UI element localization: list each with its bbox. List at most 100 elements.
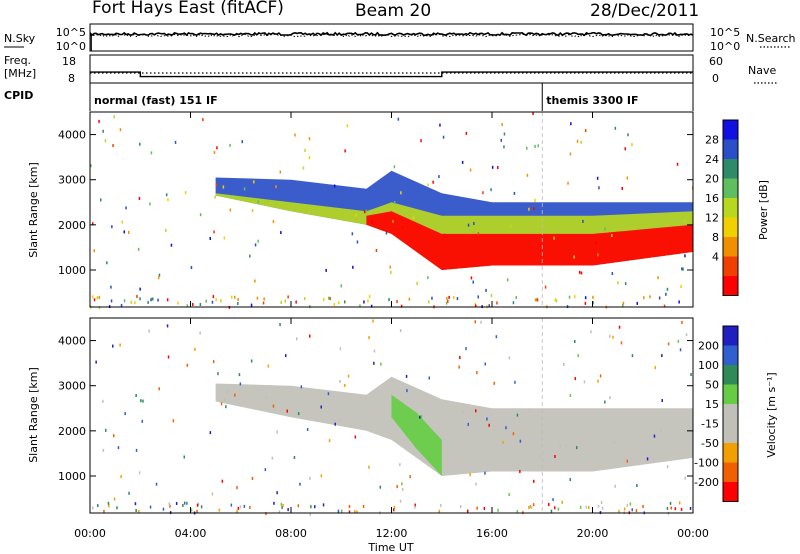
power-speckle (470, 276, 473, 280)
power-speckle (165, 193, 168, 197)
power-speckle (294, 133, 296, 137)
velocity-speckle (529, 505, 532, 509)
velocity-speckle (599, 374, 602, 378)
velocity-speckle (328, 439, 331, 443)
velocity-speckle (271, 456, 274, 460)
power-speckle (626, 176, 629, 180)
power-colorbar-tick: 12 (705, 212, 719, 225)
power-speckle (469, 168, 472, 172)
power-speckle (580, 271, 583, 275)
velocity-ytick-label: 4000 (58, 335, 86, 348)
power-colorbar-swatch (723, 178, 738, 198)
power-speckle (344, 300, 346, 304)
velocity-speckle (140, 399, 142, 403)
velocity-speckle (243, 504, 246, 508)
velocity-speckle (306, 428, 309, 431)
power-speckle (568, 295, 571, 299)
cpid-entry-0: normal (fast) 151 IF (94, 94, 218, 107)
x-tick-label: 20:00 (577, 527, 609, 540)
velocity-speckle (113, 434, 115, 438)
velocity-speckle (135, 394, 137, 397)
velocity-speckle (102, 448, 105, 452)
power-speckle (553, 236, 555, 240)
velocity-speckle (138, 471, 141, 475)
power-speckle (257, 200, 259, 204)
velocity-speckle (168, 502, 170, 506)
velocity-speckle (250, 359, 253, 363)
power-speckle (416, 281, 418, 285)
velocity-speckle (200, 505, 203, 509)
velocity-speckle (265, 396, 268, 399)
power-speckle (500, 138, 502, 142)
power-speckle (213, 151, 216, 154)
power-speckle (598, 186, 600, 190)
velocity-colorbar-tick: 100 (698, 359, 719, 372)
power-colorbar-tick: 20 (705, 173, 719, 186)
power-speckle (177, 301, 179, 305)
velocity-speckle (475, 409, 477, 413)
velocity-speckle (680, 507, 683, 511)
velocity-speckle (334, 422, 336, 426)
power-colorbar-tick: 24 (705, 153, 719, 166)
power-speckle (367, 299, 369, 303)
power-speckle (149, 202, 151, 206)
power-speckle (400, 191, 402, 195)
velocity-speckle (296, 337, 298, 341)
velocity-speckle (97, 504, 99, 508)
velocity-speckle (297, 504, 300, 508)
power-speckle (427, 276, 429, 280)
power-speckle (150, 298, 152, 302)
power-speckle (220, 299, 222, 303)
power-speckle (100, 198, 102, 202)
velocity-speckle (620, 341, 623, 345)
power-speckle (473, 222, 475, 225)
velocity-speckle (612, 335, 614, 339)
power-speckle (254, 279, 256, 283)
velocity-speckle (309, 334, 311, 338)
velocity-speckle (119, 343, 121, 347)
velocity-colorbar-tick: 50 (705, 379, 719, 392)
velocity-colorbar-swatch (723, 384, 738, 404)
power-speckle (92, 222, 94, 226)
velocity-speckle (186, 501, 188, 505)
velocity-speckle (554, 455, 556, 458)
velocity-speckle (462, 410, 465, 414)
velocity-speckle (483, 507, 486, 510)
power-speckle (371, 220, 373, 224)
power-speckle (199, 213, 202, 217)
power-speckle (237, 298, 239, 301)
power-speckle (216, 146, 218, 150)
velocity-speckle (155, 482, 158, 486)
power-speckle (368, 295, 371, 298)
velocity-speckle (148, 329, 150, 333)
power-speckle (643, 296, 645, 300)
velocity-speckle (588, 506, 590, 510)
velocity-speckle (297, 412, 300, 416)
power-speckle (431, 296, 433, 300)
velocity-speckle (217, 372, 219, 376)
x-tick-label: 00:00 (677, 527, 709, 540)
velocity-speckle (120, 475, 122, 479)
velocity-speckle (569, 478, 571, 482)
power-ytick-label: 2000 (58, 219, 86, 232)
velocity-speckle (626, 504, 629, 507)
velocity-speckle (667, 342, 670, 346)
velocity-speckle (282, 504, 284, 507)
freq-label-line2: [MHz] (4, 67, 36, 80)
power-speckle (137, 247, 140, 251)
velocity-speckle (285, 354, 287, 358)
power-speckle (592, 301, 594, 305)
velocity-speckle (406, 389, 408, 393)
velocity-speckle (557, 507, 560, 511)
power-speckle (611, 272, 614, 275)
power-speckle (665, 292, 667, 296)
velocity-speckle (681, 320, 683, 324)
power-speckle (443, 233, 446, 237)
velocity-speckle (339, 347, 342, 351)
velocity-speckle (396, 485, 398, 489)
velocity-speckle (158, 387, 160, 391)
power-speckle (338, 301, 340, 305)
velocity-speckle (409, 475, 411, 479)
power-speckle (279, 170, 282, 174)
velocity-speckle (117, 446, 120, 450)
